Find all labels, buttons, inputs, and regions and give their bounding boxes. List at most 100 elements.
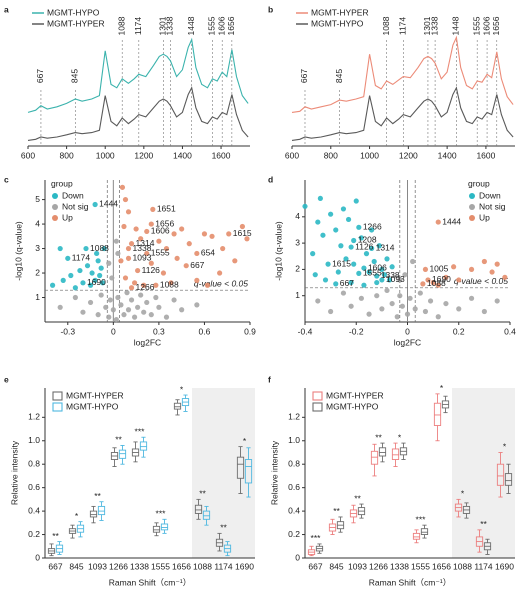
point <box>100 280 106 286</box>
legend-label: Not sig <box>62 201 89 211</box>
point <box>417 290 423 296</box>
x-tick-label: 0 <box>405 326 410 336</box>
point-label: 1126 <box>142 265 161 275</box>
significance-label: *** <box>416 514 427 524</box>
point <box>168 280 174 286</box>
box <box>236 456 245 479</box>
point <box>144 250 150 257</box>
x-tick-label: 667 <box>308 561 322 571</box>
point-label: 1690 <box>87 277 106 287</box>
point-label: 1314 <box>136 238 155 248</box>
point <box>153 282 159 288</box>
point <box>361 282 367 288</box>
legend-swatch <box>52 204 58 210</box>
point-label: 1266 <box>136 282 155 292</box>
significance-label: ** <box>354 493 361 503</box>
legend-label: Up <box>479 212 490 222</box>
point <box>128 285 135 291</box>
panel-letter: d <box>268 174 273 184</box>
point <box>97 272 103 279</box>
box <box>160 523 169 531</box>
point <box>72 294 78 301</box>
point <box>226 231 232 237</box>
point <box>183 263 189 269</box>
point-label: 1656 <box>155 218 174 228</box>
peak-label: 1606 <box>481 16 491 35</box>
point-label: 1690 <box>432 274 451 284</box>
legend-label: MGMT-HYPER <box>66 390 124 400</box>
point <box>348 279 354 286</box>
point <box>315 219 321 225</box>
x-tick-label: 0.3 <box>153 326 165 336</box>
point <box>141 309 147 315</box>
point <box>179 226 185 232</box>
point <box>131 314 138 320</box>
point <box>138 236 144 242</box>
point <box>389 300 395 307</box>
panel-letter: f <box>268 374 271 384</box>
box <box>97 505 106 516</box>
point <box>125 245 132 252</box>
legend-label: MGMT-HYPO <box>66 401 119 411</box>
x-tick-label: 0.2 <box>453 326 465 336</box>
y-tick-label: 0.4 <box>28 505 40 515</box>
point <box>141 282 147 288</box>
point <box>171 297 177 303</box>
point <box>204 282 211 288</box>
point <box>148 312 154 318</box>
x-tick-label: 1555 <box>411 561 430 571</box>
point <box>194 250 200 257</box>
point <box>320 232 326 238</box>
point <box>83 245 89 252</box>
spectrum-line <box>291 35 514 113</box>
x-tick-label: 1093 <box>88 561 107 571</box>
point <box>124 290 130 296</box>
legend-label: Down <box>62 190 84 200</box>
y-axis-title: Relative intensity <box>9 440 19 505</box>
legend-label: MGMT-HYPER <box>47 18 105 28</box>
x-tick-label: 1338 <box>390 561 409 571</box>
x-tick-label: 0.6 <box>199 326 211 336</box>
x-tick-label: 845 <box>69 561 83 571</box>
x-tick-label: 1000 <box>96 150 115 160</box>
point <box>68 272 74 279</box>
legend-swatch <box>52 402 63 412</box>
point <box>325 261 331 267</box>
point <box>106 314 112 320</box>
x-tick-label: 600 <box>285 150 299 160</box>
point-label: 1093 <box>133 253 152 263</box>
y-tick-label: 3 <box>35 243 40 253</box>
peak-label: 1555 <box>207 16 217 35</box>
significance-label: * <box>75 511 79 521</box>
peak-label: 1301 <box>422 16 432 35</box>
point <box>422 308 429 315</box>
point <box>374 273 380 279</box>
point <box>98 265 104 271</box>
peak-label: 1174 <box>398 17 408 36</box>
point <box>57 245 63 252</box>
spectrum-line <box>27 86 249 141</box>
point <box>110 307 116 313</box>
peak-label: 845 <box>334 69 344 83</box>
point <box>317 195 323 202</box>
significance-label: * <box>243 436 247 446</box>
legend-swatch <box>469 204 475 210</box>
peak-label: 1448 <box>451 16 461 35</box>
legend-label: Up <box>62 212 73 222</box>
peak-label: 1088 <box>116 16 126 35</box>
x-axis-title: Raman Shift（cm⁻¹） <box>369 577 451 587</box>
point <box>427 298 434 304</box>
point <box>376 243 382 249</box>
box <box>420 528 429 536</box>
box <box>412 532 421 540</box>
point <box>148 221 154 227</box>
significance-label: *** <box>311 533 322 543</box>
point <box>194 302 200 308</box>
y-tick-label: 4 <box>295 211 300 221</box>
peak-label: 1606 <box>216 16 226 35</box>
point <box>435 314 441 320</box>
point <box>80 309 86 315</box>
peak-label: 1338 <box>165 16 175 35</box>
x-tick-label: 1093 <box>348 561 367 571</box>
y-tick-label: 0.8 <box>288 458 300 468</box>
